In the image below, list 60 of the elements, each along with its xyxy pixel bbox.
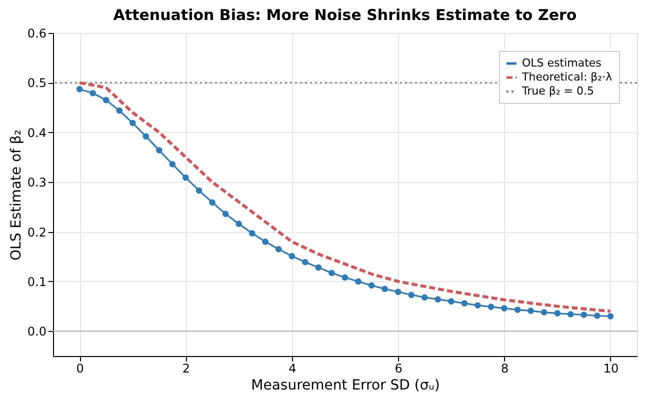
point [355, 278, 362, 285]
point [156, 147, 162, 154]
point [262, 238, 269, 245]
point [302, 258, 308, 266]
point [448, 298, 454, 304]
legend-label: OLS estimates [522, 56, 602, 70]
point [196, 187, 202, 194]
legend-label: Theoretical: β₂·λ [521, 70, 613, 84]
y-tick-label: 0.1 [27, 274, 46, 289]
y-tick-label: 0.0 [27, 324, 46, 339]
point [342, 274, 348, 281]
point [169, 161, 176, 168]
point [129, 120, 136, 126]
x-tick-label: 6 [394, 362, 402, 376]
point [248, 230, 256, 236]
point [116, 107, 123, 114]
point [236, 220, 242, 227]
point [580, 312, 588, 318]
point [514, 306, 521, 313]
y-axis-title: OLS Estimate of β₂ [8, 130, 24, 260]
y-tick-label: 0.2 [27, 225, 46, 240]
point [528, 308, 534, 314]
ref-line-label: True β₂ = 0.5 [521, 84, 594, 98]
point [288, 252, 296, 260]
point [182, 174, 189, 181]
x-tick-label: 10 [603, 362, 619, 376]
point [408, 292, 415, 298]
point [501, 305, 508, 312]
point [594, 312, 600, 319]
point [275, 246, 282, 252]
x-tick-label: 4 [288, 362, 296, 376]
point [421, 294, 428, 301]
point [222, 210, 229, 218]
point [554, 310, 561, 316]
point [394, 288, 402, 296]
x-axis-title: Measurement Error SD (σᵤ) [251, 378, 440, 394]
y-tick-label: 0.4 [27, 126, 46, 140]
chart-title: Attenuation Bias: More Noise Shrinks Estimate to Zero [113, 6, 577, 24]
y-tick-label: 0.6 [27, 26, 46, 40]
point [474, 302, 481, 308]
point [540, 309, 548, 316]
point [434, 296, 442, 303]
point [90, 90, 96, 96]
x-tick-label: 8 [500, 362, 509, 376]
point [209, 199, 216, 206]
point [315, 264, 322, 271]
point [567, 311, 574, 318]
point [102, 96, 110, 104]
point [488, 304, 494, 310]
x-tick-label: 0 [76, 362, 84, 376]
point [328, 270, 335, 276]
point [607, 313, 614, 320]
point [461, 300, 468, 306]
x-tick-label: 2 [182, 362, 190, 376]
point [76, 86, 83, 92]
y-tick-label: 0.3 [27, 176, 46, 190]
point [382, 286, 388, 292]
point [142, 133, 150, 140]
y-tick-label: 0.5 [27, 76, 46, 90]
point [368, 282, 375, 289]
